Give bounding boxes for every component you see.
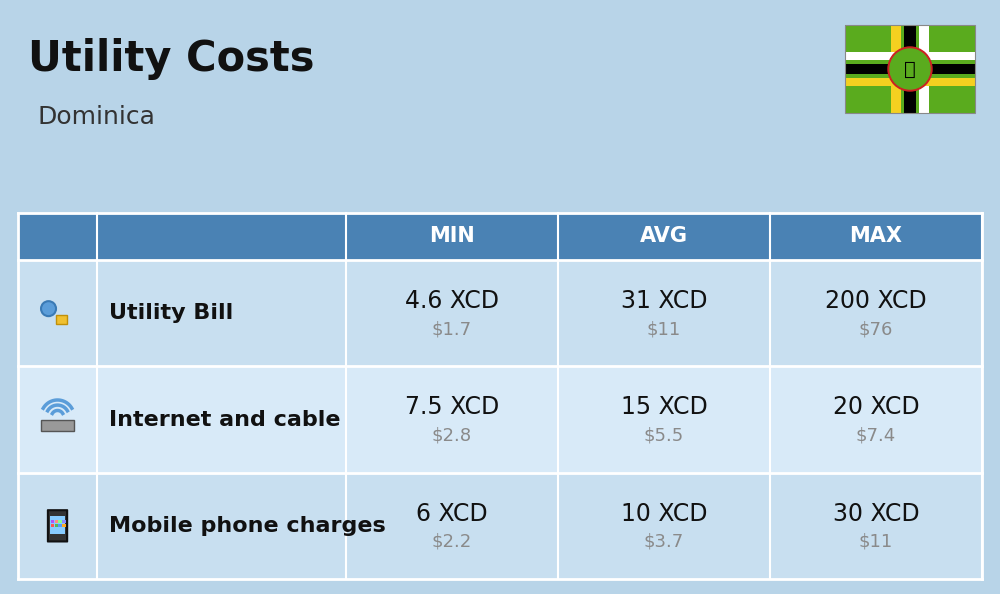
Text: Utility Bill: Utility Bill: [109, 303, 233, 323]
Bar: [18, 473, 982, 579]
Bar: [845, 25, 975, 113]
Bar: [845, 64, 975, 74]
Bar: [904, 25, 916, 113]
Bar: [56, 315, 67, 324]
Bar: [62, 524, 66, 527]
Bar: [62, 520, 66, 523]
Bar: [18, 260, 982, 366]
Text: $2.8: $2.8: [432, 426, 472, 444]
Bar: [18, 366, 982, 473]
Text: $7.4: $7.4: [856, 426, 896, 444]
Circle shape: [888, 47, 932, 91]
Text: 7.5 XCD: 7.5 XCD: [405, 396, 499, 419]
Bar: [919, 25, 929, 113]
Bar: [50, 516, 65, 534]
Text: Mobile phone charges: Mobile phone charges: [109, 516, 386, 536]
Circle shape: [890, 49, 930, 89]
Bar: [58, 520, 62, 523]
Text: Utility Costs: Utility Costs: [28, 38, 314, 80]
Text: 200 XCD: 200 XCD: [825, 289, 927, 313]
Text: 4.6 XCD: 4.6 XCD: [405, 289, 499, 313]
Text: $11: $11: [859, 533, 893, 551]
Bar: [58, 524, 62, 527]
Text: 20 XCD: 20 XCD: [833, 396, 919, 419]
Circle shape: [41, 301, 56, 316]
Text: $11: $11: [647, 320, 681, 338]
Text: $5.5: $5.5: [644, 426, 684, 444]
Text: 10 XCD: 10 XCD: [621, 502, 707, 526]
FancyBboxPatch shape: [48, 510, 67, 542]
Text: MIN: MIN: [429, 226, 475, 247]
Text: $2.2: $2.2: [432, 533, 472, 551]
Bar: [891, 25, 901, 113]
Text: 30 XCD: 30 XCD: [833, 502, 919, 526]
Text: 🦜: 🦜: [904, 59, 916, 78]
Bar: [18, 213, 982, 260]
Bar: [51, 520, 54, 523]
Bar: [845, 25, 975, 113]
Bar: [845, 52, 975, 60]
Text: $76: $76: [859, 320, 893, 338]
Bar: [845, 78, 975, 86]
Bar: [41, 421, 74, 431]
Bar: [55, 524, 58, 527]
Text: 15 XCD: 15 XCD: [621, 396, 707, 419]
Bar: [51, 524, 54, 527]
Bar: [55, 520, 58, 523]
Text: 31 XCD: 31 XCD: [621, 289, 707, 313]
Text: $3.7: $3.7: [644, 533, 684, 551]
Text: AVG: AVG: [640, 226, 688, 247]
Text: Dominica: Dominica: [38, 105, 156, 129]
Text: 6 XCD: 6 XCD: [416, 502, 488, 526]
Text: MAX: MAX: [849, 226, 902, 247]
Text: $1.7: $1.7: [432, 320, 472, 338]
Text: Internet and cable: Internet and cable: [109, 409, 341, 429]
